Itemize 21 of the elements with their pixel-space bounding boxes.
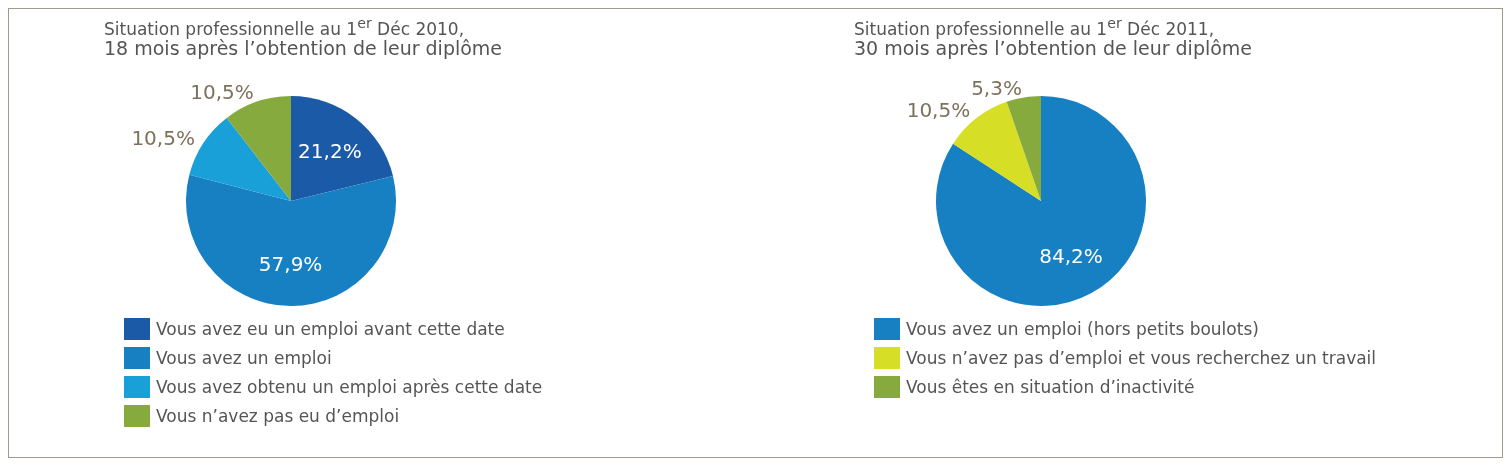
data-label: 84,2% bbox=[1039, 244, 1103, 269]
data-label: 10,5% bbox=[190, 80, 254, 105]
chart-subtitle: 18 mois après l’obtention de leur diplôme bbox=[104, 37, 503, 60]
legend-label: Vous n’avez pas d’emploi et vous recherchez un travail bbox=[906, 347, 1377, 368]
chart-title: Situation professionnelle au 1$^{er}$ Déc 2011, bbox=[854, 15, 1215, 40]
legend-label: Vous avez un emploi bbox=[156, 347, 332, 368]
data-label: 21,2% bbox=[298, 139, 362, 164]
legend-label: Vous n’avez pas eu d’emploi bbox=[156, 405, 400, 426]
data-label: 5,3% bbox=[971, 75, 1022, 100]
pie-slice bbox=[1006, 96, 1041, 201]
data-label: 57,9% bbox=[258, 252, 323, 276]
legend-label: Vous avez eu un emploi avant cette date bbox=[156, 318, 505, 339]
legend-label: Vous êtes en situation d’inactivité bbox=[906, 376, 1195, 397]
legend-label: Vous avez obtenu un emploi après cette date bbox=[156, 376, 543, 397]
pie-slice bbox=[291, 96, 393, 201]
data-label: 10,5% bbox=[906, 98, 971, 123]
data-label: 10,5% bbox=[131, 125, 195, 150]
chart-subtitle: 30 mois après l’obtention de leur diplôme bbox=[854, 37, 1253, 60]
chart-title: Situation professionnelle au 1$^{er}$ Déc 2010, bbox=[104, 15, 465, 40]
legend-label: Vous avez un emploi (hors petits boulots) bbox=[906, 318, 1259, 339]
pie-slice bbox=[186, 174, 396, 306]
